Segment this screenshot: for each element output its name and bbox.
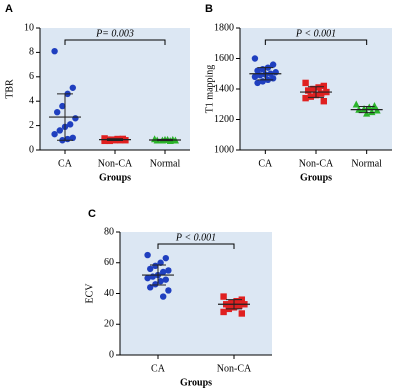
point (352, 100, 360, 108)
point (220, 293, 227, 300)
x-axis-label: Groups (300, 172, 332, 183)
point (72, 115, 79, 122)
y-tick-label: 4 (29, 95, 34, 106)
x-tick-label: CA (58, 158, 73, 169)
point (59, 102, 66, 110)
p-value: P < 0.001 (175, 232, 216, 243)
y-tick-label: 40 (104, 288, 114, 299)
error-bar (257, 67, 274, 81)
point (320, 82, 327, 90)
error-bar (358, 106, 375, 114)
point (307, 93, 314, 100)
y-tick-label: 1400 (214, 83, 234, 94)
error-bar (57, 93, 73, 141)
point (160, 293, 167, 300)
y-axis-label: TBR (4, 79, 15, 99)
point (302, 79, 309, 87)
error-bar (107, 138, 123, 141)
point (269, 61, 277, 68)
plot-background (120, 232, 272, 355)
point (228, 299, 235, 306)
y-tick-label: 8 (29, 47, 34, 58)
error-bar (150, 264, 166, 286)
x-tick-label: Non-CA (98, 158, 133, 169)
y-axis-label: ECV (84, 283, 95, 304)
point (220, 308, 227, 316)
x-tick-label: Normal (351, 158, 382, 169)
x-tick-label: Non-CA (217, 363, 252, 374)
error-bar (157, 138, 173, 142)
point (302, 94, 309, 102)
x-tick-label: Non-CA (299, 158, 334, 169)
y-tick-label: 80 (104, 226, 114, 237)
significance-bracket (64, 39, 166, 45)
point (370, 101, 379, 109)
point (318, 90, 325, 97)
point (152, 281, 159, 288)
panel-label: A (5, 3, 13, 15)
y-tick-label: 1600 (214, 53, 234, 64)
y-tick-label: 6 (29, 71, 34, 82)
point (238, 310, 245, 317)
point (157, 259, 164, 266)
significance-bracket (157, 243, 235, 249)
point (54, 108, 61, 116)
y-tick-label: 0 (29, 144, 34, 155)
point (360, 105, 368, 113)
point (165, 267, 172, 274)
y-tick-label: 0 (109, 349, 114, 360)
point (147, 265, 154, 273)
x-axis-label: Groups (180, 377, 212, 388)
point (368, 108, 376, 116)
point (160, 268, 167, 276)
y-tick-label: 10 (24, 22, 34, 33)
point (305, 87, 312, 94)
y-axis-label: T1 mapping (204, 65, 215, 114)
point (147, 284, 154, 291)
p-value: P < 0.001 (295, 28, 336, 39)
point (51, 130, 58, 138)
error-bar (226, 299, 242, 310)
point (152, 262, 159, 270)
y-tick-label: 1800 (214, 22, 234, 33)
x-tick-label: CA (151, 363, 166, 374)
y-tick-label: 20 (104, 319, 114, 330)
x-tick-label: CA (258, 158, 273, 169)
x-axis-label: Groups (99, 172, 131, 183)
point (144, 251, 151, 259)
y-tick-label: 60 (104, 257, 114, 268)
point (69, 84, 77, 91)
x-tick-label: Normal (150, 158, 181, 169)
point (67, 121, 74, 128)
point (157, 278, 164, 285)
error-bar (308, 86, 324, 98)
panel-label: C (88, 208, 96, 220)
point (236, 302, 243, 309)
point (56, 127, 63, 134)
panel-label: B (205, 3, 213, 15)
y-tick-label: 1000 (214, 144, 234, 155)
point (101, 137, 108, 145)
point (320, 98, 327, 105)
point (310, 85, 317, 93)
point (162, 254, 169, 262)
point (51, 47, 58, 55)
p-value: P= 0.003 (95, 28, 134, 39)
point (315, 84, 322, 91)
point (144, 274, 151, 282)
y-tick-label: 1200 (214, 114, 234, 125)
point (165, 287, 172, 294)
point (69, 134, 77, 141)
point (254, 79, 261, 87)
point (233, 297, 240, 305)
point (251, 73, 259, 81)
point (251, 55, 259, 62)
significance-bracket (264, 39, 368, 45)
y-tick-label: 2 (29, 120, 34, 131)
point (162, 276, 169, 283)
